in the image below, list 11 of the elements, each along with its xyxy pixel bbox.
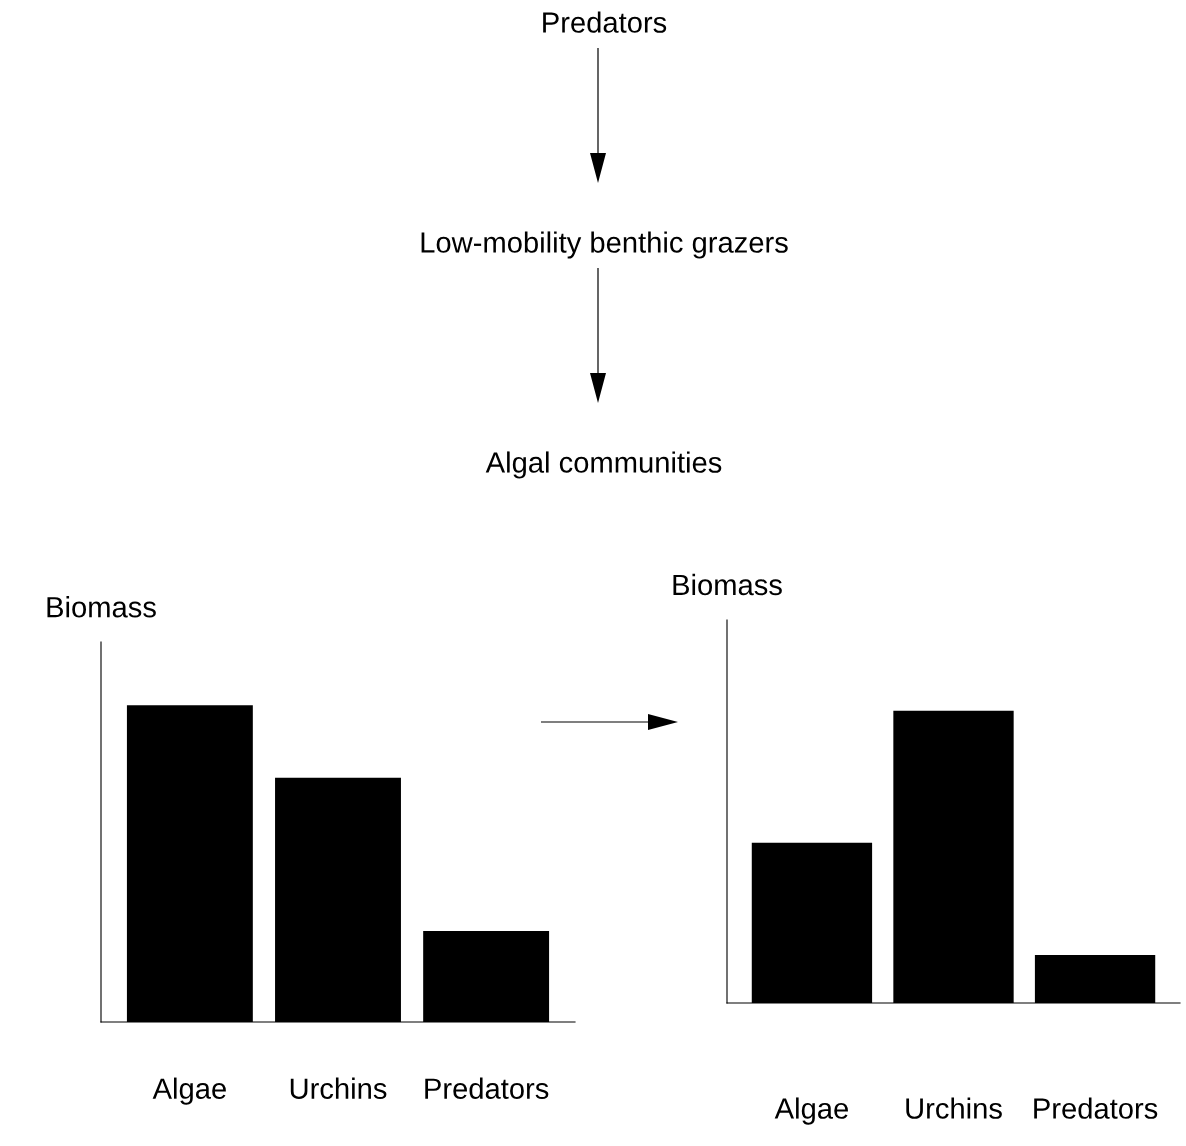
y-axis-title: Biomass <box>673 573 782 596</box>
x-tick-label: Urchins <box>290 1077 387 1099</box>
x-tick-label: Algae <box>774 1097 848 1125</box>
x-tick-label: Algae <box>152 1077 226 1105</box>
text: Low-mobility benthic grazers <box>421 231 788 259</box>
x-tick-label: Predators <box>425 1077 549 1099</box>
x-tick-label: Predators <box>1034 1097 1158 1119</box>
x-tick-label: Urchins <box>906 1097 1002 1119</box>
y-axis-title: Biomass <box>47 596 156 618</box>
text: Predators <box>543 11 667 33</box>
text: Algal communities <box>485 451 722 479</box>
